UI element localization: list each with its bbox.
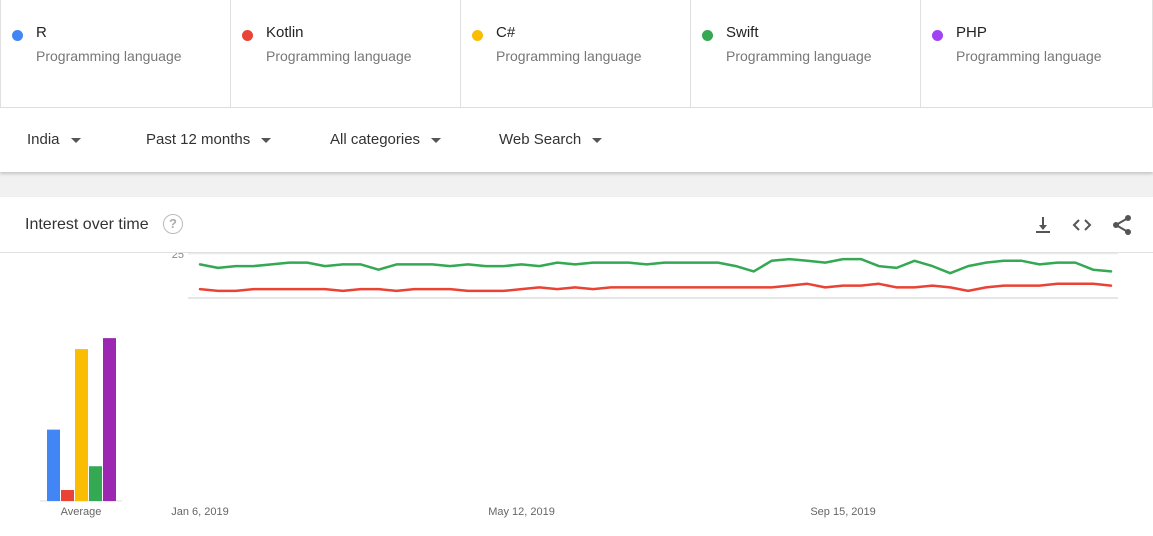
caret-down-icon	[70, 137, 81, 143]
caret-down-icon	[431, 137, 442, 143]
caret-down-icon	[261, 137, 272, 143]
region-dropdown[interactable]: India	[27, 131, 81, 148]
term-type: Programming language	[726, 48, 872, 64]
embed-icon[interactable]	[1070, 213, 1094, 237]
interest-over-time-chart: Average 255075100 Jan 6, 2019 May 12, 201…	[40, 253, 1118, 518]
x-tick-label: Jan 6, 2019	[171, 506, 229, 518]
term-name: C#	[496, 24, 516, 41]
average-bars: Average	[40, 338, 122, 518]
chart-gridlines: 255075100	[172, 253, 1118, 299]
average-bar	[47, 429, 60, 501]
average-bar	[103, 338, 116, 501]
x-tick-label: May 12, 2019	[488, 506, 555, 518]
search-terms-bar: R Programming language Kotlin Programmin…	[0, 0, 1153, 108]
filter-bar: India Past 12 months All categories Web …	[0, 108, 1153, 172]
help-icon[interactable]: ?	[163, 214, 183, 234]
search-type-dropdown[interactable]: Web Search	[499, 131, 603, 148]
term-card-kotlin[interactable]: Kotlin Programming language	[230, 0, 460, 107]
search-type-label: Web Search	[499, 131, 582, 148]
term-name: Swift	[726, 24, 759, 41]
time-range-dropdown[interactable]: Past 12 months	[146, 131, 272, 148]
term-name: PHP	[956, 24, 987, 41]
term-card-swift[interactable]: Swift Programming language	[690, 0, 920, 107]
average-bar	[61, 490, 74, 501]
x-tick-label: Sep 15, 2019	[810, 506, 875, 518]
term-type: Programming language	[956, 48, 1102, 64]
term-card-csharp[interactable]: C# Programming language	[460, 0, 690, 107]
category-dropdown[interactable]: All categories	[330, 131, 442, 148]
term-type: Programming language	[266, 48, 412, 64]
share-icon[interactable]	[1110, 213, 1134, 237]
series-line-kotlin	[198, 282, 1113, 293]
term-name: Kotlin	[266, 24, 304, 41]
y-tick-label: 25	[172, 253, 184, 261]
series-color-dot-icon	[12, 30, 23, 41]
average-label: Average	[61, 506, 102, 518]
term-name: R	[36, 24, 47, 41]
term-type: Programming language	[36, 48, 182, 64]
category-label: All categories	[330, 131, 421, 148]
series-color-dot-icon	[242, 30, 253, 41]
caret-down-icon	[592, 137, 603, 143]
time-range-label: Past 12 months	[146, 131, 251, 148]
average-bar	[89, 466, 102, 501]
x-axis-labels: Jan 6, 2019 May 12, 2019 Sep 15, 2019	[171, 506, 876, 518]
term-card-php[interactable]: PHP Programming language	[920, 0, 1153, 107]
series-color-dot-icon	[932, 30, 943, 41]
region-label: India	[27, 131, 60, 148]
card-title: Interest over time	[25, 216, 149, 233]
series-line-swift	[198, 257, 1113, 275]
series-color-dot-icon	[702, 30, 713, 41]
average-bar	[75, 349, 88, 501]
download-icon[interactable]	[1031, 213, 1055, 237]
card-header: Interest over time ?	[0, 197, 1153, 253]
series-color-dot-icon	[472, 30, 483, 41]
chart-series-lines	[198, 257, 1113, 293]
interest-over-time-card: Interest over time ? Average 255075100 J…	[0, 197, 1153, 536]
term-type: Programming language	[496, 48, 642, 64]
term-card-r[interactable]: R Programming language	[0, 0, 230, 107]
